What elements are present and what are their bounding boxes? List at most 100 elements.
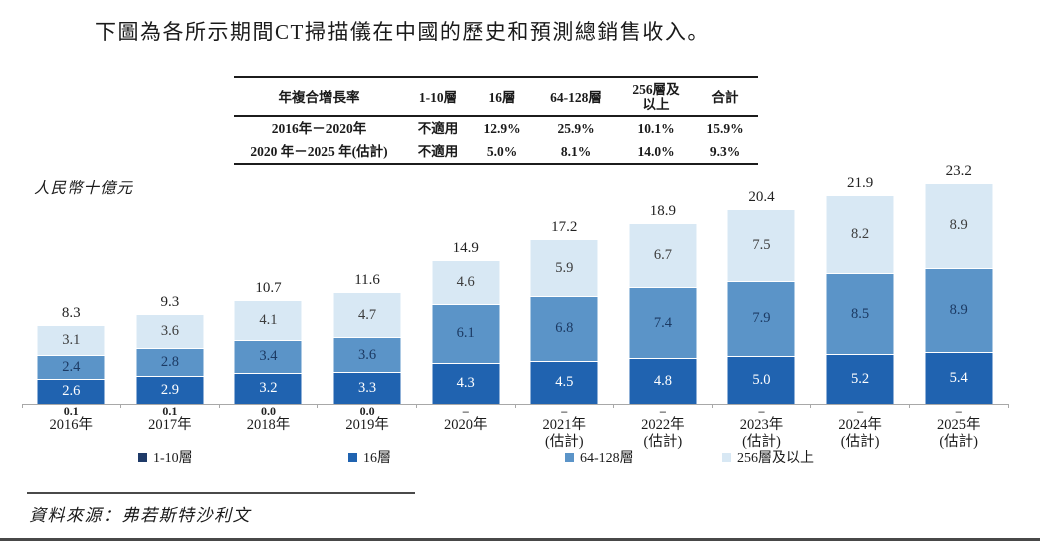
axis-tick bbox=[21, 404, 23, 408]
source-note: 資料來源：弗若斯特沙利文 bbox=[29, 506, 251, 525]
segment-value-label: 4.7 bbox=[358, 306, 377, 323]
segment-value-label: 8.9 bbox=[949, 217, 968, 234]
bar-segment: 6.8 bbox=[530, 296, 598, 361]
axis-tick bbox=[317, 404, 319, 408]
bar-segment: 6.7 bbox=[629, 224, 697, 288]
segment-value-label: 4.3 bbox=[456, 375, 475, 392]
segment-value-label: 5.4 bbox=[949, 370, 968, 387]
x-axis-category-label: 2025年 (估計) bbox=[936, 417, 981, 450]
cagr-cell: 5.0% bbox=[486, 144, 518, 160]
bar-slot: 21.9 8.2 8.5 5.2 –2024年 (估計) bbox=[811, 158, 910, 450]
bar-segment: 8.2 bbox=[826, 196, 894, 274]
stacked-bar: 3.6 2.8 2.9 bbox=[136, 314, 204, 404]
bar-segment: 6.1 bbox=[432, 305, 500, 363]
cagr-header-cell: 16層 bbox=[488, 89, 516, 105]
bar-segment: 7.9 bbox=[727, 281, 795, 356]
axis-tick bbox=[218, 404, 220, 408]
stacked-bar: 6.7 7.4 4.8 bbox=[629, 224, 697, 404]
x-axis-category-label: 2018年 bbox=[246, 417, 291, 433]
segment-value-label: 7.5 bbox=[752, 237, 771, 253]
bar-segment: 3.1 bbox=[37, 325, 105, 356]
x-axis-category-label: 2021年 (估計) bbox=[542, 417, 587, 450]
segment-value-label: 3.3 bbox=[358, 379, 377, 396]
bar-slot: 14.9 4.6 6.1 4.3 –2020年 bbox=[416, 158, 515, 433]
cagr-header-cell: 256層及 以上 bbox=[632, 82, 680, 113]
bar-segment: 5.9 bbox=[530, 240, 598, 296]
bar-segment: 4.6 bbox=[432, 261, 500, 305]
x-axis-category-label: 2020年 bbox=[443, 417, 488, 433]
y-axis-unit-label: 人民幣十億元 bbox=[34, 180, 134, 197]
bar-segment: 4.7 bbox=[333, 292, 401, 338]
segment-value-label: 4.6 bbox=[456, 274, 475, 291]
bar-segment: 3.6 bbox=[136, 314, 204, 349]
cagr-cell: 12.9% bbox=[483, 121, 521, 137]
cagr-table: 年複合增長率 1-10層 16層 64-128層 256層及 以上 合計 2016年－202… bbox=[234, 76, 758, 166]
legend-item: 64-128層 bbox=[565, 447, 634, 467]
legend-swatch bbox=[138, 452, 147, 462]
segment-value-label: 5.0 bbox=[752, 372, 771, 388]
cagr-cell: 2020 年－2025 年(估計) bbox=[250, 144, 388, 160]
stacked-bar: 4.7 3.6 3.3 bbox=[333, 292, 401, 404]
source-divider bbox=[27, 492, 415, 494]
below-axis-value-label: 0.1 bbox=[162, 404, 178, 418]
bar-segment: 4.1 bbox=[234, 301, 302, 340]
cagr-cell: 2016年－2020年 bbox=[271, 121, 367, 137]
segment-value-label: 2.9 bbox=[160, 381, 179, 398]
cagr-header-row: 年複合增長率 1-10層 16層 64-128層 256層及 以上 合計 bbox=[234, 78, 758, 118]
axis-tick bbox=[415, 404, 417, 408]
segment-value-label: 2.6 bbox=[62, 383, 81, 400]
stacked-bar: 7.5 7.9 5.0 bbox=[727, 210, 795, 404]
bar-segment: 5.2 bbox=[826, 355, 894, 404]
stacked-bar: 4.1 3.4 3.2 bbox=[234, 301, 302, 404]
segment-value-label: 2.8 bbox=[160, 354, 179, 371]
segment-value-label: 8.2 bbox=[851, 226, 870, 243]
cagr-header-cell: 64-128層 bbox=[550, 89, 602, 105]
cagr-cell: 不適用 bbox=[417, 121, 459, 137]
bar-segment: 4.8 bbox=[629, 358, 697, 404]
segment-value-label: 3.4 bbox=[259, 348, 278, 365]
legend-label: 256層及以上 bbox=[737, 451, 814, 466]
segment-value-label: 6.7 bbox=[653, 247, 672, 264]
segment-value-label: 8.5 bbox=[851, 305, 870, 322]
bar-slot: 9.3 3.6 2.8 2.9 0.1 2017年 bbox=[121, 158, 220, 433]
stacked-bar: 8.2 8.5 5.2 bbox=[826, 196, 894, 404]
x-axis-category-label: 2017年 bbox=[148, 417, 192, 433]
axis-tick bbox=[810, 404, 812, 408]
stacked-bar: 4.6 6.1 4.3 bbox=[432, 261, 500, 404]
segment-value-label: 5.9 bbox=[555, 259, 574, 276]
legend-item: 16層 bbox=[348, 447, 391, 467]
cagr-cell: 15.9% bbox=[706, 121, 744, 137]
bar-segment: 3.4 bbox=[234, 340, 302, 373]
chart-caption: 下圖為各所示期間CT掃描儀在中國的歷史和預測總銷售收入。 bbox=[95, 20, 710, 44]
axis-tick bbox=[1007, 404, 1009, 408]
axis-tick bbox=[613, 404, 615, 408]
bar-slot: 10.7 4.1 3.4 3.2 0.0 2018年 bbox=[219, 158, 318, 433]
legend-label: 1-10層 bbox=[153, 451, 193, 466]
bar-segment: 8.9 bbox=[925, 183, 993, 268]
stacked-bar-chart: 8.3 3.1 2.4 2.6 0.1 2016年 9.3 3.6 2.8 2.9 0.1 2017年… bbox=[21, 158, 1009, 450]
cagr-cell: 25.9% bbox=[557, 121, 595, 137]
page-bottom-rule bbox=[0, 538, 1040, 541]
chart-legend: 1-10層 16層 64-128層 256層及以上 bbox=[0, 447, 1040, 467]
bar-segment: 8.5 bbox=[826, 274, 894, 355]
stacked-bar: 8.9 8.9 5.4 bbox=[925, 183, 993, 404]
bar-slot: 17.2 5.9 6.8 4.5 –2021年 (估計) bbox=[515, 158, 614, 450]
bar-total-label: 10.7 bbox=[255, 280, 282, 297]
cagr-cell: 9.3% bbox=[709, 144, 741, 160]
axis-tick bbox=[908, 404, 910, 408]
bar-total-label: 21.9 bbox=[846, 175, 874, 192]
bar-slot: 18.9 6.7 7.4 4.8 –2022年 (估計) bbox=[614, 158, 713, 450]
segment-value-label: 3.6 bbox=[160, 323, 179, 340]
bar-slot: 11.6 4.7 3.6 3.3 0.0 2019年 bbox=[318, 158, 417, 433]
bar-slot: 8.3 3.1 2.4 2.6 0.1 2016年 bbox=[22, 158, 121, 433]
legend-swatch bbox=[348, 452, 357, 462]
bar-total-label: 17.2 bbox=[551, 219, 578, 236]
axis-tick bbox=[711, 404, 713, 408]
segment-value-label: 4.8 bbox=[653, 372, 672, 389]
bar-total-label: 18.9 bbox=[649, 203, 677, 220]
segment-value-label: 3.6 bbox=[358, 346, 377, 363]
bar-total-label: 8.3 bbox=[61, 304, 81, 321]
cagr-data-row: 2016年－2020年 不適用 12.9% 25.9% 10.1% 15.9% bbox=[234, 117, 758, 140]
bar-segment: 2.8 bbox=[136, 349, 204, 376]
